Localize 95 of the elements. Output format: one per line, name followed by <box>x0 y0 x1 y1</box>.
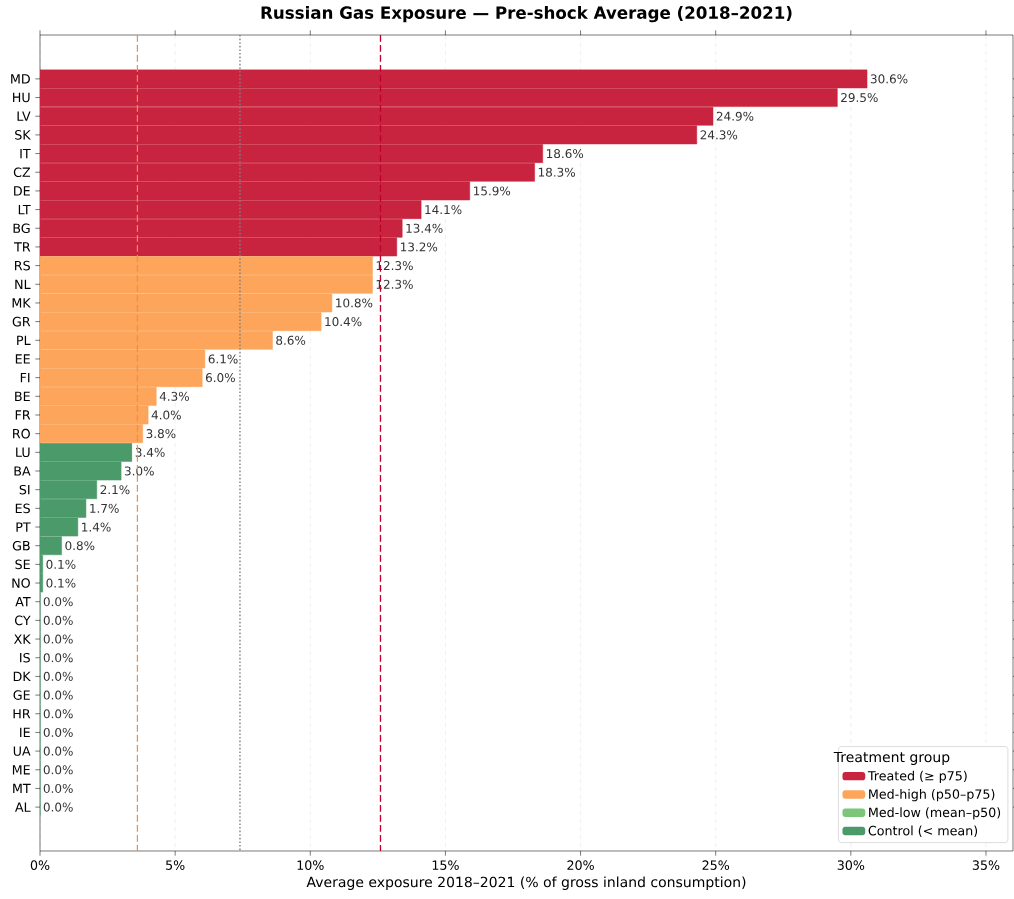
y-tick-label: AL <box>15 802 31 812</box>
y-tick-label: FR <box>15 410 31 420</box>
y-tick-label: XK <box>14 634 31 644</box>
y-tick-label: GR <box>12 316 31 327</box>
y-tick-label: NO <box>12 578 30 588</box>
data-label: 18.3% <box>538 167 575 177</box>
y-tick-label: ME <box>12 765 30 775</box>
data-label: 1.4% <box>82 522 111 532</box>
data-label: 12.3% <box>376 261 413 271</box>
y-tick-label: BG <box>13 223 30 234</box>
y-tick-label: TR <box>14 242 31 252</box>
y-tick-label: GE <box>13 690 30 700</box>
data-label: 10.4% <box>325 317 362 327</box>
y-tick-label: DE <box>14 186 30 196</box>
data-label: 3.0% <box>124 466 154 476</box>
y-tick-label: RS <box>15 260 30 271</box>
y-tick-label: HU <box>13 92 30 103</box>
y-tick-label: CZ <box>13 167 31 178</box>
data-label: 10.8% <box>336 298 373 308</box>
x-tick-label: 0% <box>30 860 50 870</box>
data-label: 0.1% <box>46 578 76 588</box>
data-label: 24.9% <box>716 111 754 121</box>
data-label: 0.0% <box>43 727 73 737</box>
x-tick-label: 20% <box>567 860 594 870</box>
data-label: 24.3% <box>700 130 738 140</box>
data-label: 0.0% <box>43 746 73 756</box>
y-tick-label: SK <box>15 130 31 140</box>
data-label: 0.8% <box>65 541 95 551</box>
y-tick-label: AT <box>15 597 31 607</box>
data-label: 3.4% <box>135 447 165 457</box>
data-label: 13.2% <box>401 242 438 252</box>
y-tick-label: PT <box>16 522 31 532</box>
data-label: 0.1% <box>46 559 76 569</box>
data-label: 13.4% <box>406 223 443 233</box>
x-tick-label: 15% <box>432 860 459 870</box>
y-tick-label: MK <box>12 298 31 308</box>
y-tick-label: DK <box>13 671 31 682</box>
y-tick-label: BA <box>14 466 31 476</box>
y-tick-label: NL <box>15 279 31 289</box>
data-label: 0.0% <box>43 634 73 644</box>
data-label: 0.0% <box>43 802 73 812</box>
y-tick-label: SI <box>19 484 30 495</box>
y-tick-label: BE <box>15 391 30 401</box>
data-label: 0.0% <box>43 671 73 681</box>
data-label: 6.1% <box>208 354 238 364</box>
data-label: 0.0% <box>43 765 73 775</box>
data-label: 0.0% <box>43 653 73 663</box>
legend-label: Med-low (mean–p50) <box>869 807 1001 820</box>
data-label: 0.0% <box>43 597 73 607</box>
y-tick-label: RO <box>13 428 30 439</box>
data-label: 12.3% <box>376 279 413 289</box>
y-tick-label: GB <box>12 540 30 551</box>
data-label: 3.8% <box>146 429 176 439</box>
y-tick-label: IE <box>20 727 30 738</box>
y-tick-label: LT <box>18 204 31 215</box>
data-label: 0.0% <box>43 615 73 625</box>
data-label: 1.7% <box>90 503 119 513</box>
y-tick-label: IS <box>20 652 30 663</box>
x-tick-label: 35% <box>972 860 1000 870</box>
data-label: 4.0% <box>151 410 181 420</box>
data-label: 6.0% <box>205 373 235 383</box>
y-tick-label: ES <box>15 503 30 514</box>
data-label: 0.0% <box>43 783 73 793</box>
y-tick-label: EE <box>15 354 30 364</box>
y-tick-label: IT <box>20 148 31 159</box>
y-tick-label: PL <box>17 335 31 345</box>
data-label: 8.6% <box>276 335 306 345</box>
y-tick-label: LV <box>17 111 31 121</box>
x-tick-label: 30% <box>837 860 865 870</box>
x-tick-label: 25% <box>702 860 730 870</box>
legend-label: Control (< mean) <box>868 825 978 837</box>
y-tick-label: HR <box>13 709 31 719</box>
data-label: 0.0% <box>43 709 73 719</box>
y-tick-label: FI <box>20 373 30 383</box>
legend-title: Treatment group <box>833 751 950 765</box>
y-tick-label: CY <box>14 615 31 626</box>
data-label: 4.3% <box>159 391 189 401</box>
y-tick-label: SE <box>15 559 30 570</box>
chart-title: Russian Gas Exposure — Pre-shock Average (2018–2021) <box>261 6 792 23</box>
y-tick-label: MD <box>11 74 30 84</box>
y-tick-label: MT <box>13 783 31 794</box>
data-label: 0.0% <box>43 690 73 700</box>
data-label: 15.9% <box>474 186 511 196</box>
data-label: 14.1% <box>425 205 462 215</box>
data-label: 18.6% <box>546 149 584 159</box>
x-axis-title: Average exposure 2018–2021 (% of gross inland consumption) <box>306 876 746 890</box>
data-label: 2.1% <box>100 485 130 495</box>
x-tick-label: 10% <box>297 860 324 870</box>
y-tick-label: UA <box>13 746 31 756</box>
data-label: 30.6% <box>870 74 908 84</box>
y-tick-label: LU <box>16 447 30 458</box>
legend-label: Treated (≥ p75) <box>867 770 967 783</box>
data-label: 29.5% <box>841 93 878 103</box>
legend-label: Med-high (p50–p75) <box>869 789 995 802</box>
x-tick-label: 5% <box>166 860 185 870</box>
